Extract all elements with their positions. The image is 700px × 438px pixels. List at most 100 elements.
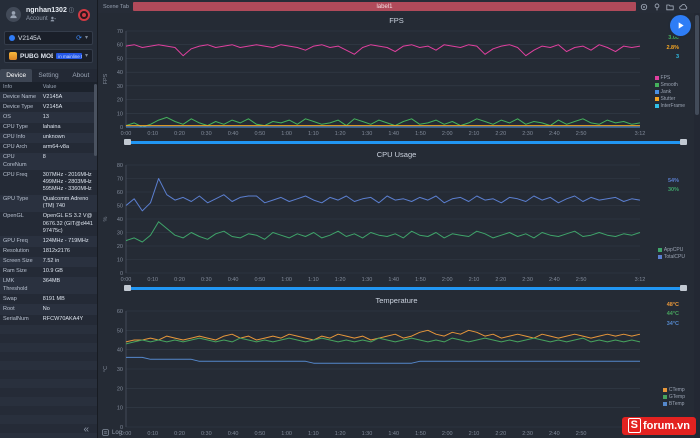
legend-item[interactable]: AppCPU bbox=[657, 247, 685, 253]
info-value: 307MHz - 2016MHz 499MHz - 2803MHz 595MHz… bbox=[42, 171, 92, 193]
legend-item[interactable]: Jank bbox=[654, 89, 685, 95]
watermark: S forum.vn bbox=[621, 417, 696, 435]
slider-handle-right[interactable] bbox=[680, 139, 687, 145]
pin-icon[interactable] bbox=[653, 3, 661, 11]
info-value: 10.9 GB bbox=[42, 268, 63, 275]
svg-text:0:00: 0:00 bbox=[121, 277, 132, 283]
svg-text:1:00: 1:00 bbox=[281, 131, 292, 137]
svg-text:2:00: 2:00 bbox=[442, 131, 453, 137]
legend-label: FPS bbox=[660, 75, 671, 81]
legend-item[interactable]: InterFrame bbox=[654, 103, 685, 109]
info-value: V2145A bbox=[42, 93, 63, 100]
slider-handle-left[interactable] bbox=[124, 139, 131, 145]
temperature-plot[interactable]: 0 10 20 30 40 50 60 0:00 0:10 0:20 0:30 0:40 0:50 1:0… bbox=[100, 306, 680, 438]
header-value: Value bbox=[42, 83, 57, 90]
table-row: Device Type V2145A bbox=[0, 102, 97, 113]
svg-text:30: 30 bbox=[117, 231, 123, 237]
svg-text:2:20: 2:20 bbox=[495, 277, 506, 283]
cpu-usage-legend: AppCPU TotalCPU bbox=[657, 247, 685, 260]
temperature-legend: CTemp GTemp BTemp bbox=[662, 387, 685, 407]
info-value: V2145A bbox=[42, 103, 63, 110]
legend-item[interactable]: GTemp bbox=[662, 394, 685, 400]
svg-text:1:40: 1:40 bbox=[388, 431, 399, 437]
table-row: GPU Freq 124MHz - 719MHz bbox=[0, 236, 97, 247]
chevron-down-icon: ▾ bbox=[84, 35, 88, 41]
svg-text:%: % bbox=[103, 216, 109, 221]
legend-item[interactable]: Smooth bbox=[654, 82, 685, 88]
legend-item[interactable]: TotalCPU bbox=[657, 254, 685, 260]
info-value: arm64-v8a bbox=[42, 144, 70, 151]
slider-handle-left[interactable] bbox=[124, 285, 131, 291]
svg-text:1:00: 1:00 bbox=[281, 431, 292, 437]
svg-text:2:10: 2:10 bbox=[469, 131, 480, 137]
cloud-icon[interactable] bbox=[679, 3, 688, 11]
tab-device[interactable]: Device bbox=[0, 69, 33, 82]
legend-item[interactable]: FPS bbox=[654, 75, 685, 81]
info-key: Swap bbox=[3, 295, 17, 302]
info-key: Screen Size bbox=[3, 258, 33, 265]
person-icon bbox=[10, 11, 17, 19]
device-info-table: Info Value Device Name V2145A Device Type V21… bbox=[0, 82, 97, 325]
play-button[interactable] bbox=[670, 15, 691, 36]
fps-plot[interactable]: 0 10 20 30 40 50 60 70 0:00 0:10 0:20 0:30 0:40 0:50 1… bbox=[100, 26, 680, 138]
info-value: RFCW70AKA4Y bbox=[42, 316, 84, 323]
slider-handle-right[interactable] bbox=[680, 285, 687, 291]
svg-text:1:50: 1:50 bbox=[415, 131, 426, 137]
svg-text:0:30: 0:30 bbox=[201, 131, 212, 137]
legend-item[interactable]: BTemp bbox=[662, 401, 685, 407]
username: ngnhan1302 bbox=[26, 7, 67, 14]
readout-value: 44°C bbox=[666, 311, 679, 318]
readout-value: 30% bbox=[667, 187, 679, 194]
info-value: 7.52 in bbox=[42, 258, 60, 265]
legend-item[interactable]: Stutter bbox=[654, 96, 685, 102]
tab-setting[interactable]: Setting bbox=[32, 69, 65, 82]
table-row: GPU Type Qualcomm Adreno (TM) 740 bbox=[0, 194, 97, 212]
table-row: CPU Info unknown bbox=[0, 132, 97, 143]
sidebar-scrollbar[interactable] bbox=[94, 84, 97, 156]
cpu-usage-range-slider[interactable] bbox=[124, 284, 687, 292]
table-row: LMK Threshold 364MB bbox=[0, 276, 97, 295]
account-label: Account bbox=[26, 16, 48, 22]
main-scrollbar[interactable] bbox=[694, 13, 700, 438]
svg-text:60: 60 bbox=[117, 309, 123, 315]
main-area: Scene Tab label1 FPS 0 10 20 30 40 50 60 70 0:00 0… bbox=[98, 0, 700, 438]
sidebar-filler bbox=[0, 324, 97, 438]
account-switch-icon[interactable] bbox=[50, 16, 56, 22]
svg-text:2:30: 2:30 bbox=[522, 277, 533, 283]
scene-topbar: Scene Tab label1 bbox=[98, 0, 700, 13]
scrollbar-thumb[interactable] bbox=[695, 15, 699, 115]
log-toggle[interactable]: Log bbox=[102, 429, 122, 436]
target-icon[interactable] bbox=[640, 3, 648, 11]
legend-item[interactable]: CTemp bbox=[662, 387, 685, 393]
record-button[interactable] bbox=[78, 9, 90, 21]
fps-range-slider[interactable] bbox=[124, 138, 687, 146]
cpu-usage-plot[interactable]: 0 10 20 30 40 50 60 70 80 0:00 0:10 0:20 0:30 0:40 0:5… bbox=[100, 160, 680, 284]
svg-text:20: 20 bbox=[117, 386, 123, 392]
svg-text:2:10: 2:10 bbox=[469, 431, 480, 437]
svg-text:30: 30 bbox=[117, 367, 123, 373]
topbar-icons bbox=[640, 3, 688, 11]
scene-label-bar[interactable]: label1 bbox=[132, 2, 636, 11]
info-value: 1812x2176 bbox=[42, 248, 70, 255]
fps-legend: FPS Smooth Jank Stutter InterFrame bbox=[654, 75, 685, 109]
svg-text:0: 0 bbox=[120, 425, 123, 431]
legend-swatch bbox=[657, 255, 662, 259]
svg-text:0:00: 0:00 bbox=[121, 131, 132, 137]
tab-about[interactable]: About bbox=[64, 69, 97, 82]
app-select[interactable]: PUBG MOBILE in mainline test ▾ bbox=[4, 49, 93, 63]
device-select[interactable]: V2145A ⟳ ▾ bbox=[4, 31, 93, 45]
refresh-icon[interactable]: ⟳ bbox=[76, 34, 82, 42]
scene-label: label1 bbox=[376, 3, 393, 10]
svg-text:2:50: 2:50 bbox=[576, 431, 587, 437]
svg-text:0:50: 0:50 bbox=[254, 431, 265, 437]
svg-text:0:10: 0:10 bbox=[147, 277, 158, 283]
sidebar-collapse-button[interactable]: « bbox=[83, 424, 89, 435]
svg-text:2:40: 2:40 bbox=[549, 277, 560, 283]
svg-text:0:50: 0:50 bbox=[254, 277, 265, 283]
svg-text:70: 70 bbox=[117, 29, 123, 35]
folder-icon[interactable] bbox=[666, 3, 674, 11]
device-select-value: V2145A bbox=[18, 34, 42, 42]
info-value: 8191 MB bbox=[42, 295, 65, 302]
svg-text:70: 70 bbox=[117, 177, 123, 183]
